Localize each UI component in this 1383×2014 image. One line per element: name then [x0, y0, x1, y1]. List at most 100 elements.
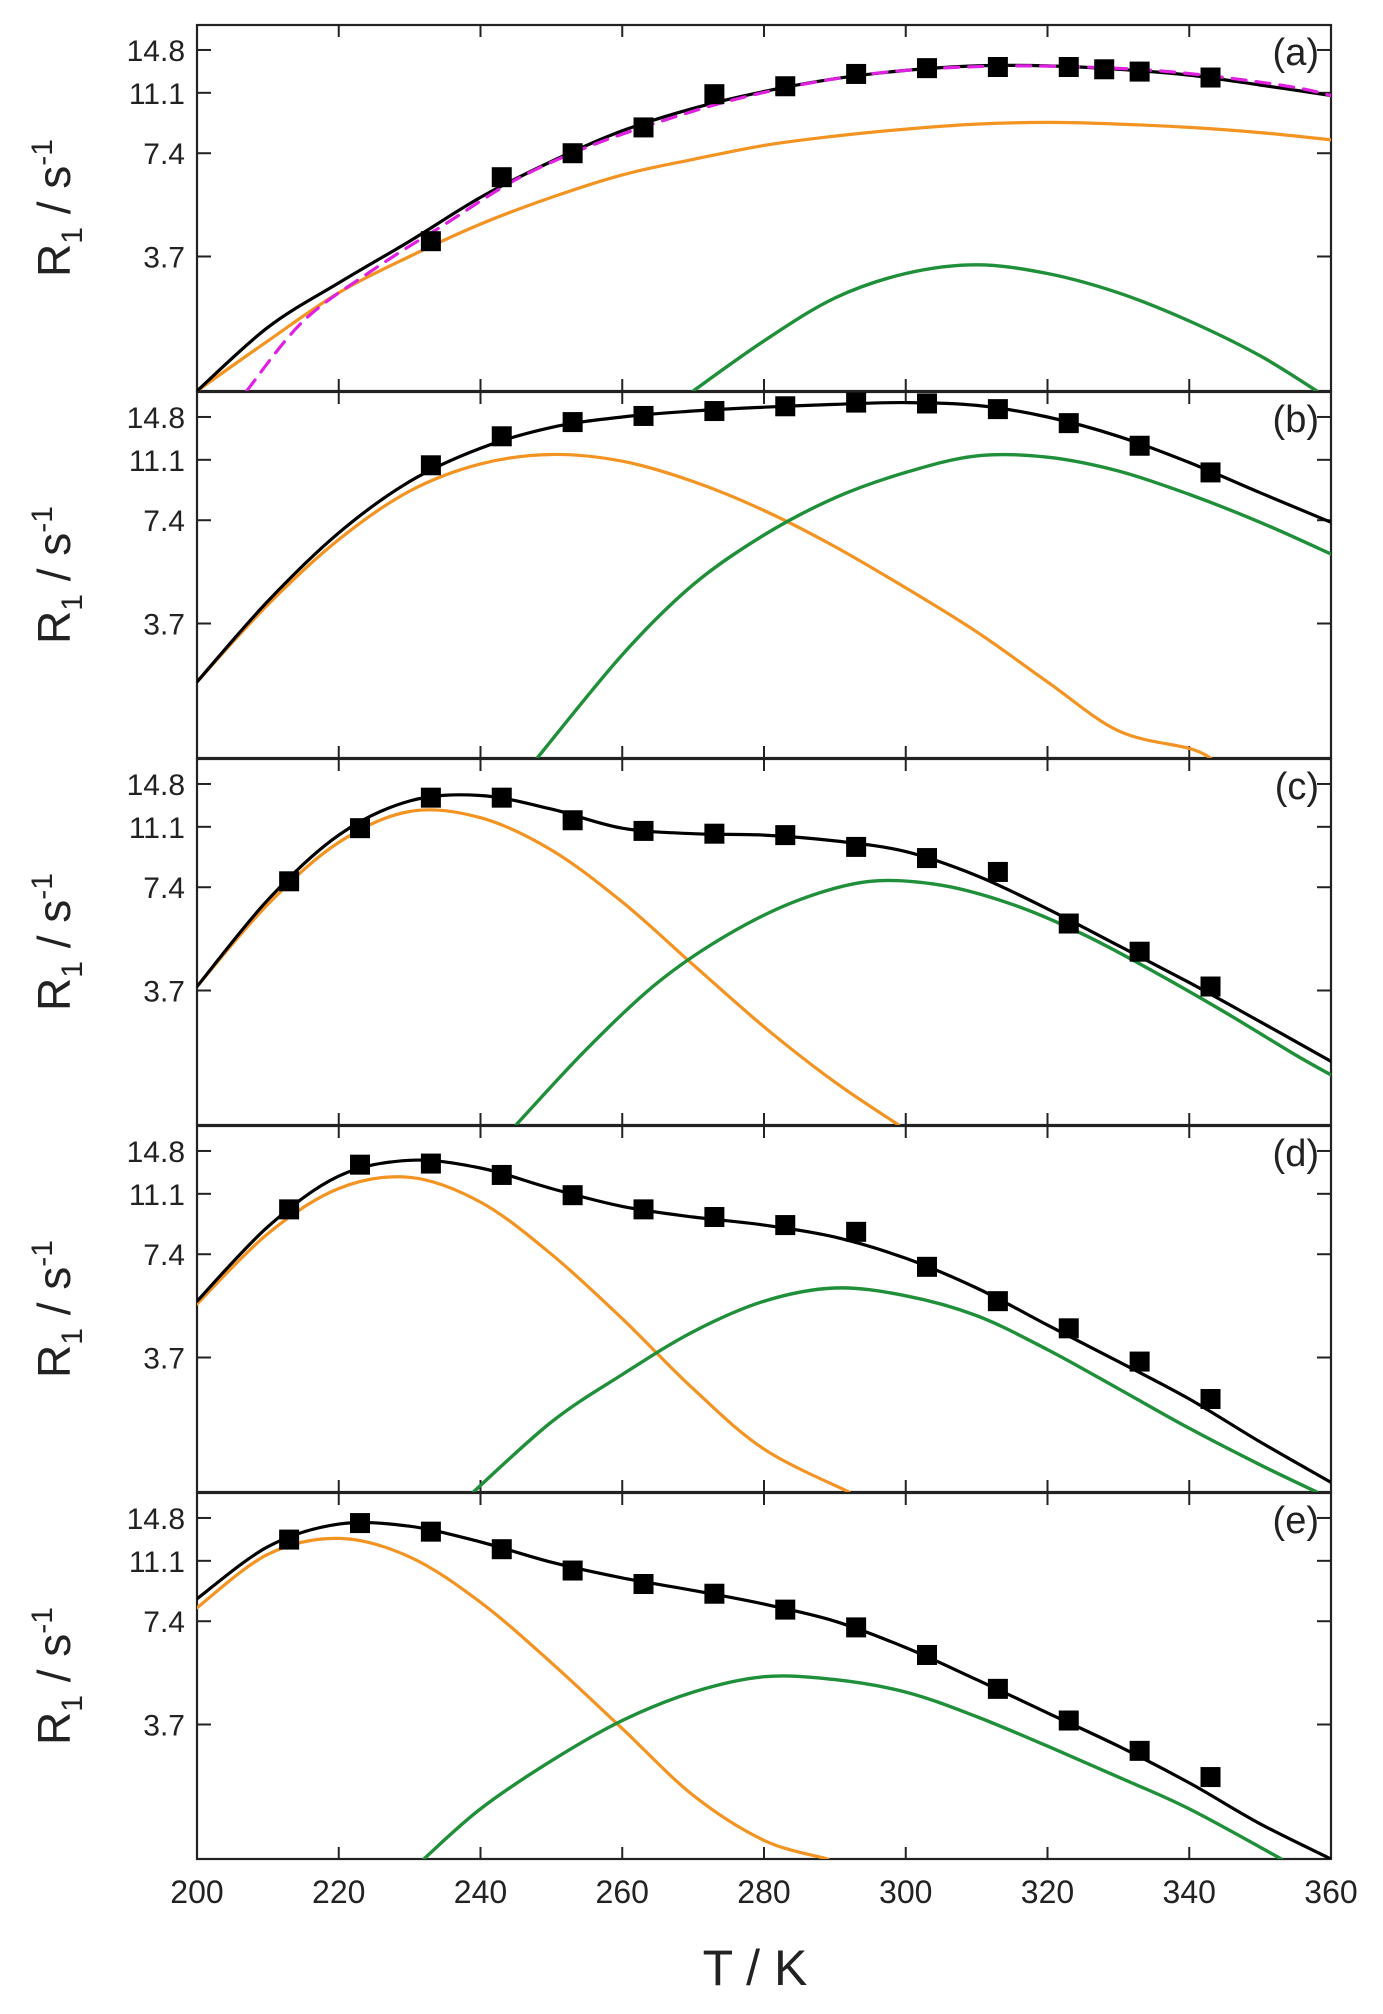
data-point [987, 861, 1008, 882]
data-point [562, 1560, 583, 1581]
x-tick-label: 320 [1021, 1874, 1074, 1910]
x-tick-label: 300 [879, 1874, 932, 1910]
series-line-comp1 [197, 1536, 830, 1859]
x-axis-title: T / K [703, 1940, 808, 1996]
data-point [420, 1153, 441, 1174]
data-point [775, 1599, 796, 1620]
y-tick-label: 3.7 [143, 1342, 185, 1375]
series-line-comp2 [422, 1674, 1284, 1859]
data-point [704, 401, 725, 422]
y-title-sub: 1 [56, 1695, 89, 1712]
data-point [987, 1678, 1008, 1699]
data-point [350, 1154, 371, 1175]
y-title-sub: 1 [56, 594, 89, 611]
series-line-comp2 [535, 452, 1331, 758]
y-title-unit: / s [28, 1267, 80, 1328]
data-point [562, 143, 583, 164]
y-title-exp: -1 [26, 1607, 59, 1634]
data-point [987, 57, 1008, 78]
data-point [491, 167, 512, 188]
series-line-total [197, 400, 1331, 684]
data-point [1094, 59, 1115, 80]
series-line-comp1 [197, 452, 1213, 758]
data-point [420, 1521, 441, 1542]
panel-label: (b) [1273, 399, 1319, 441]
series-line-comp1 [197, 808, 901, 1125]
data-point [846, 1617, 867, 1638]
data-point [562, 810, 583, 831]
curves [197, 1158, 1331, 1492]
y-tick-label: 14.8 [127, 35, 185, 68]
data-point [562, 412, 583, 433]
y-title-exp: -1 [26, 506, 59, 533]
series-line-total [197, 1158, 1331, 1484]
data-point [704, 823, 725, 844]
data-point [633, 1199, 654, 1220]
panel-d: 14.8 11.1 7.4 3.7 R1 / s-1 (d) [26, 1124, 1333, 1494]
panel-e: 14.8 11.1 7.4 3.7 R1 / s-1 (e) [26, 1491, 1333, 1861]
data-point [420, 787, 441, 808]
y-tick-label: 3.7 [143, 241, 185, 274]
data-point [1129, 435, 1150, 456]
curves [197, 793, 1331, 1125]
data-points [279, 1153, 1221, 1410]
y-tick-label: 14.8 [127, 1136, 185, 1169]
data-point [917, 848, 938, 869]
data-point [917, 393, 938, 414]
y-title-unit: / s [28, 166, 80, 227]
panels-group: 14.811.17.43.7R1 / s-1(a)14.811.17.43.7R… [26, 23, 1333, 1861]
y-title-sub: 1 [56, 961, 89, 978]
data-point [350, 818, 371, 839]
data-point [1058, 913, 1079, 934]
data-point [562, 1185, 583, 1206]
x-tick-label: 220 [312, 1874, 365, 1910]
data-point [704, 84, 725, 105]
y-title-main: R [28, 1712, 80, 1745]
data-point [491, 426, 512, 447]
panel-c: 14.8 11.1 7.4 3.7 R1 / s-1 (c) [26, 757, 1333, 1127]
data-point [1200, 462, 1221, 483]
data-point [279, 871, 300, 892]
data-points [279, 787, 1221, 997]
x-tick-label: 200 [170, 1874, 223, 1910]
series-line-comp2 [471, 1286, 1319, 1492]
data-point [1058, 1710, 1079, 1731]
y-tick-label: 7.4 [143, 138, 185, 171]
y-tick-label: 3.7 [143, 1709, 185, 1742]
panel-label: (d) [1273, 1133, 1319, 1175]
series-line-total [197, 1520, 1331, 1859]
panel-label: (e) [1273, 1500, 1319, 1542]
data-point [279, 1529, 300, 1550]
data-point [633, 117, 654, 138]
data-point [775, 76, 796, 97]
data-point [704, 1583, 725, 1604]
series-line-comp2 [691, 263, 1319, 391]
data-points [420, 392, 1221, 483]
data-point [846, 392, 867, 413]
y-axis-title: R1 / s-1 [26, 1607, 89, 1745]
data-point [775, 396, 796, 417]
y-title-sub: 1 [56, 1328, 89, 1345]
y-tick-label: 11.1 [129, 812, 185, 845]
y-tick-label: 7.4 [143, 872, 185, 905]
y-title-unit: / s [28, 533, 80, 594]
y-axis-title: R1 / s-1 [26, 139, 89, 277]
y-tick-label: 14.8 [127, 402, 185, 435]
data-point [1200, 67, 1221, 88]
data-point [491, 1164, 512, 1185]
data-points [420, 57, 1221, 252]
x-axis-ticks: 200 220 240 260 280 300 320 340 360 [170, 1874, 1357, 1910]
data-point [420, 231, 441, 252]
data-point [491, 787, 512, 808]
y-title-unit: / s [28, 1634, 80, 1695]
curves [197, 63, 1331, 391]
panel-frame [195, 390, 1333, 760]
data-point [917, 1644, 938, 1665]
curves [197, 400, 1331, 758]
panel-frame [195, 757, 1333, 1127]
data-point [1058, 1318, 1079, 1339]
data-point [1129, 61, 1150, 82]
y-title-main: R [28, 1345, 80, 1378]
data-point [1129, 1351, 1150, 1372]
x-tick-label: 340 [1163, 1874, 1216, 1910]
